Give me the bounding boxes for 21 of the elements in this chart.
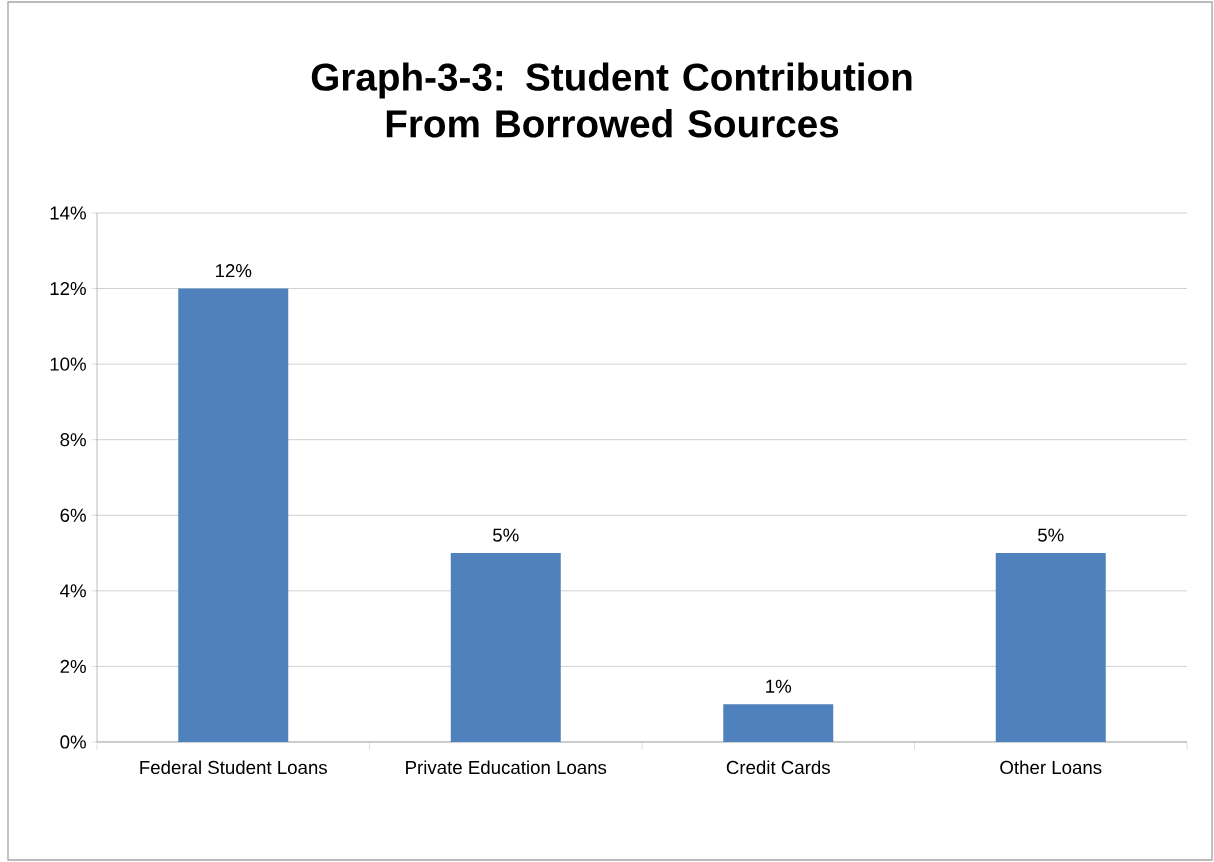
bar	[723, 704, 834, 742]
data-label: 5%	[1038, 528, 1064, 542]
x-tick-label: Federal Student Loans	[140, 760, 327, 775]
x-tick-label: Other Loans	[1000, 760, 1102, 775]
data-label: 5%	[493, 528, 519, 542]
y-tick-label: 12%	[50, 281, 86, 296]
y-tick-label: 6%	[60, 508, 86, 522]
y-tick-label: 4%	[60, 584, 86, 598]
bar	[450, 553, 561, 742]
x-tick-label: Credit Cards	[726, 760, 830, 775]
data-label: 1%	[766, 679, 792, 693]
x-tick-label: Private Education Loans	[406, 760, 607, 775]
bar	[178, 288, 289, 742]
y-tick-label: 0%	[60, 735, 86, 749]
data-label: 12%	[216, 264, 252, 278]
y-tick-label: 14%	[50, 206, 86, 220]
y-tick-label: 10%	[50, 357, 86, 371]
bar	[995, 553, 1106, 742]
chart-title: Graph-3-3: Student Contribution From Borrowed Sources	[311, 62, 912, 138]
y-tick-label: 2%	[60, 659, 86, 673]
y-tick-label: 8%	[60, 433, 86, 447]
